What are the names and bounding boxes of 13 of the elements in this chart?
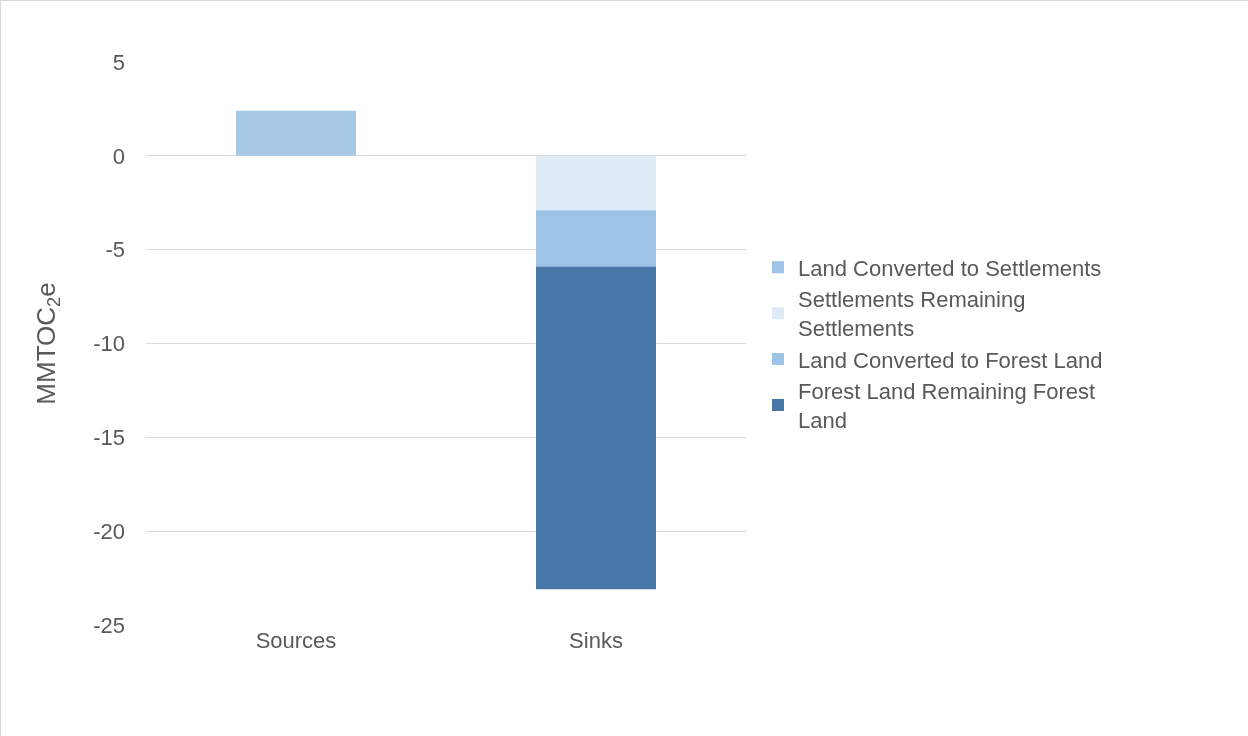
x-tick-label: Sources (255, 628, 337, 653)
x-tick-label: Sinks (569, 628, 623, 653)
y-tick-label: 0 (112, 143, 125, 169)
legend-label: Settlements Remaining Settlements (798, 287, 1026, 342)
y-tick-label: -5 (105, 237, 125, 263)
y-tick-label: 5 (112, 49, 125, 75)
y-tick-label: -15 (93, 425, 125, 451)
y-tick-label: -20 (93, 518, 125, 544)
legend-label: Land Converted to Settlements (798, 255, 1102, 281)
y-tick-label: -25 (93, 612, 125, 638)
y-tick-label: -10 (93, 331, 125, 357)
legend-label: Land Converted to Forest Land (798, 347, 1103, 373)
legend-label: Forest Land Remaining Forest Land (798, 379, 1096, 433)
